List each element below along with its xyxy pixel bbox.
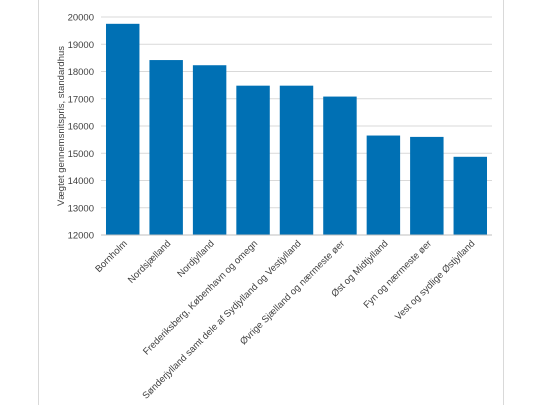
y-axis-label: Vægtet gennemsnitspris, standardhus — [56, 46, 67, 206]
x-tick-label: Sønderjylland samt dele af Sydjylland og… — [141, 238, 304, 401]
y-tick-label: 18000 — [68, 67, 94, 78]
bar — [366, 135, 401, 235]
y-tick-label: 20000 — [68, 13, 94, 24]
y-axis-ticks: 12000 13000 14000 15000 16000 17000 18000 19000… — [68, 13, 94, 242]
y-tick-label: 14000 — [68, 176, 94, 187]
y-tick-label: 19000 — [68, 40, 94, 51]
y-tick-label: 15000 — [68, 149, 94, 160]
y-tick-label: 13000 — [68, 203, 94, 214]
bar — [192, 65, 227, 235]
y-tick-label: 12000 — [68, 231, 94, 242]
bar — [149, 60, 183, 236]
x-tick-label: Vest og sydlige Østjylland — [393, 238, 477, 322]
bar — [279, 85, 314, 235]
x-tick-label: Nordjylland — [175, 238, 216, 279]
bar — [323, 96, 357, 235]
bar — [105, 23, 140, 235]
bars — [105, 23, 488, 236]
x-tick-label: Bornholm — [93, 238, 130, 275]
y-tick-label: 16000 — [68, 122, 94, 133]
bar — [236, 85, 270, 235]
x-tick-label: Nordsjælland — [126, 238, 173, 285]
bar — [410, 136, 444, 235]
y-tick-label: 17000 — [68, 94, 94, 105]
bar — [453, 156, 488, 235]
